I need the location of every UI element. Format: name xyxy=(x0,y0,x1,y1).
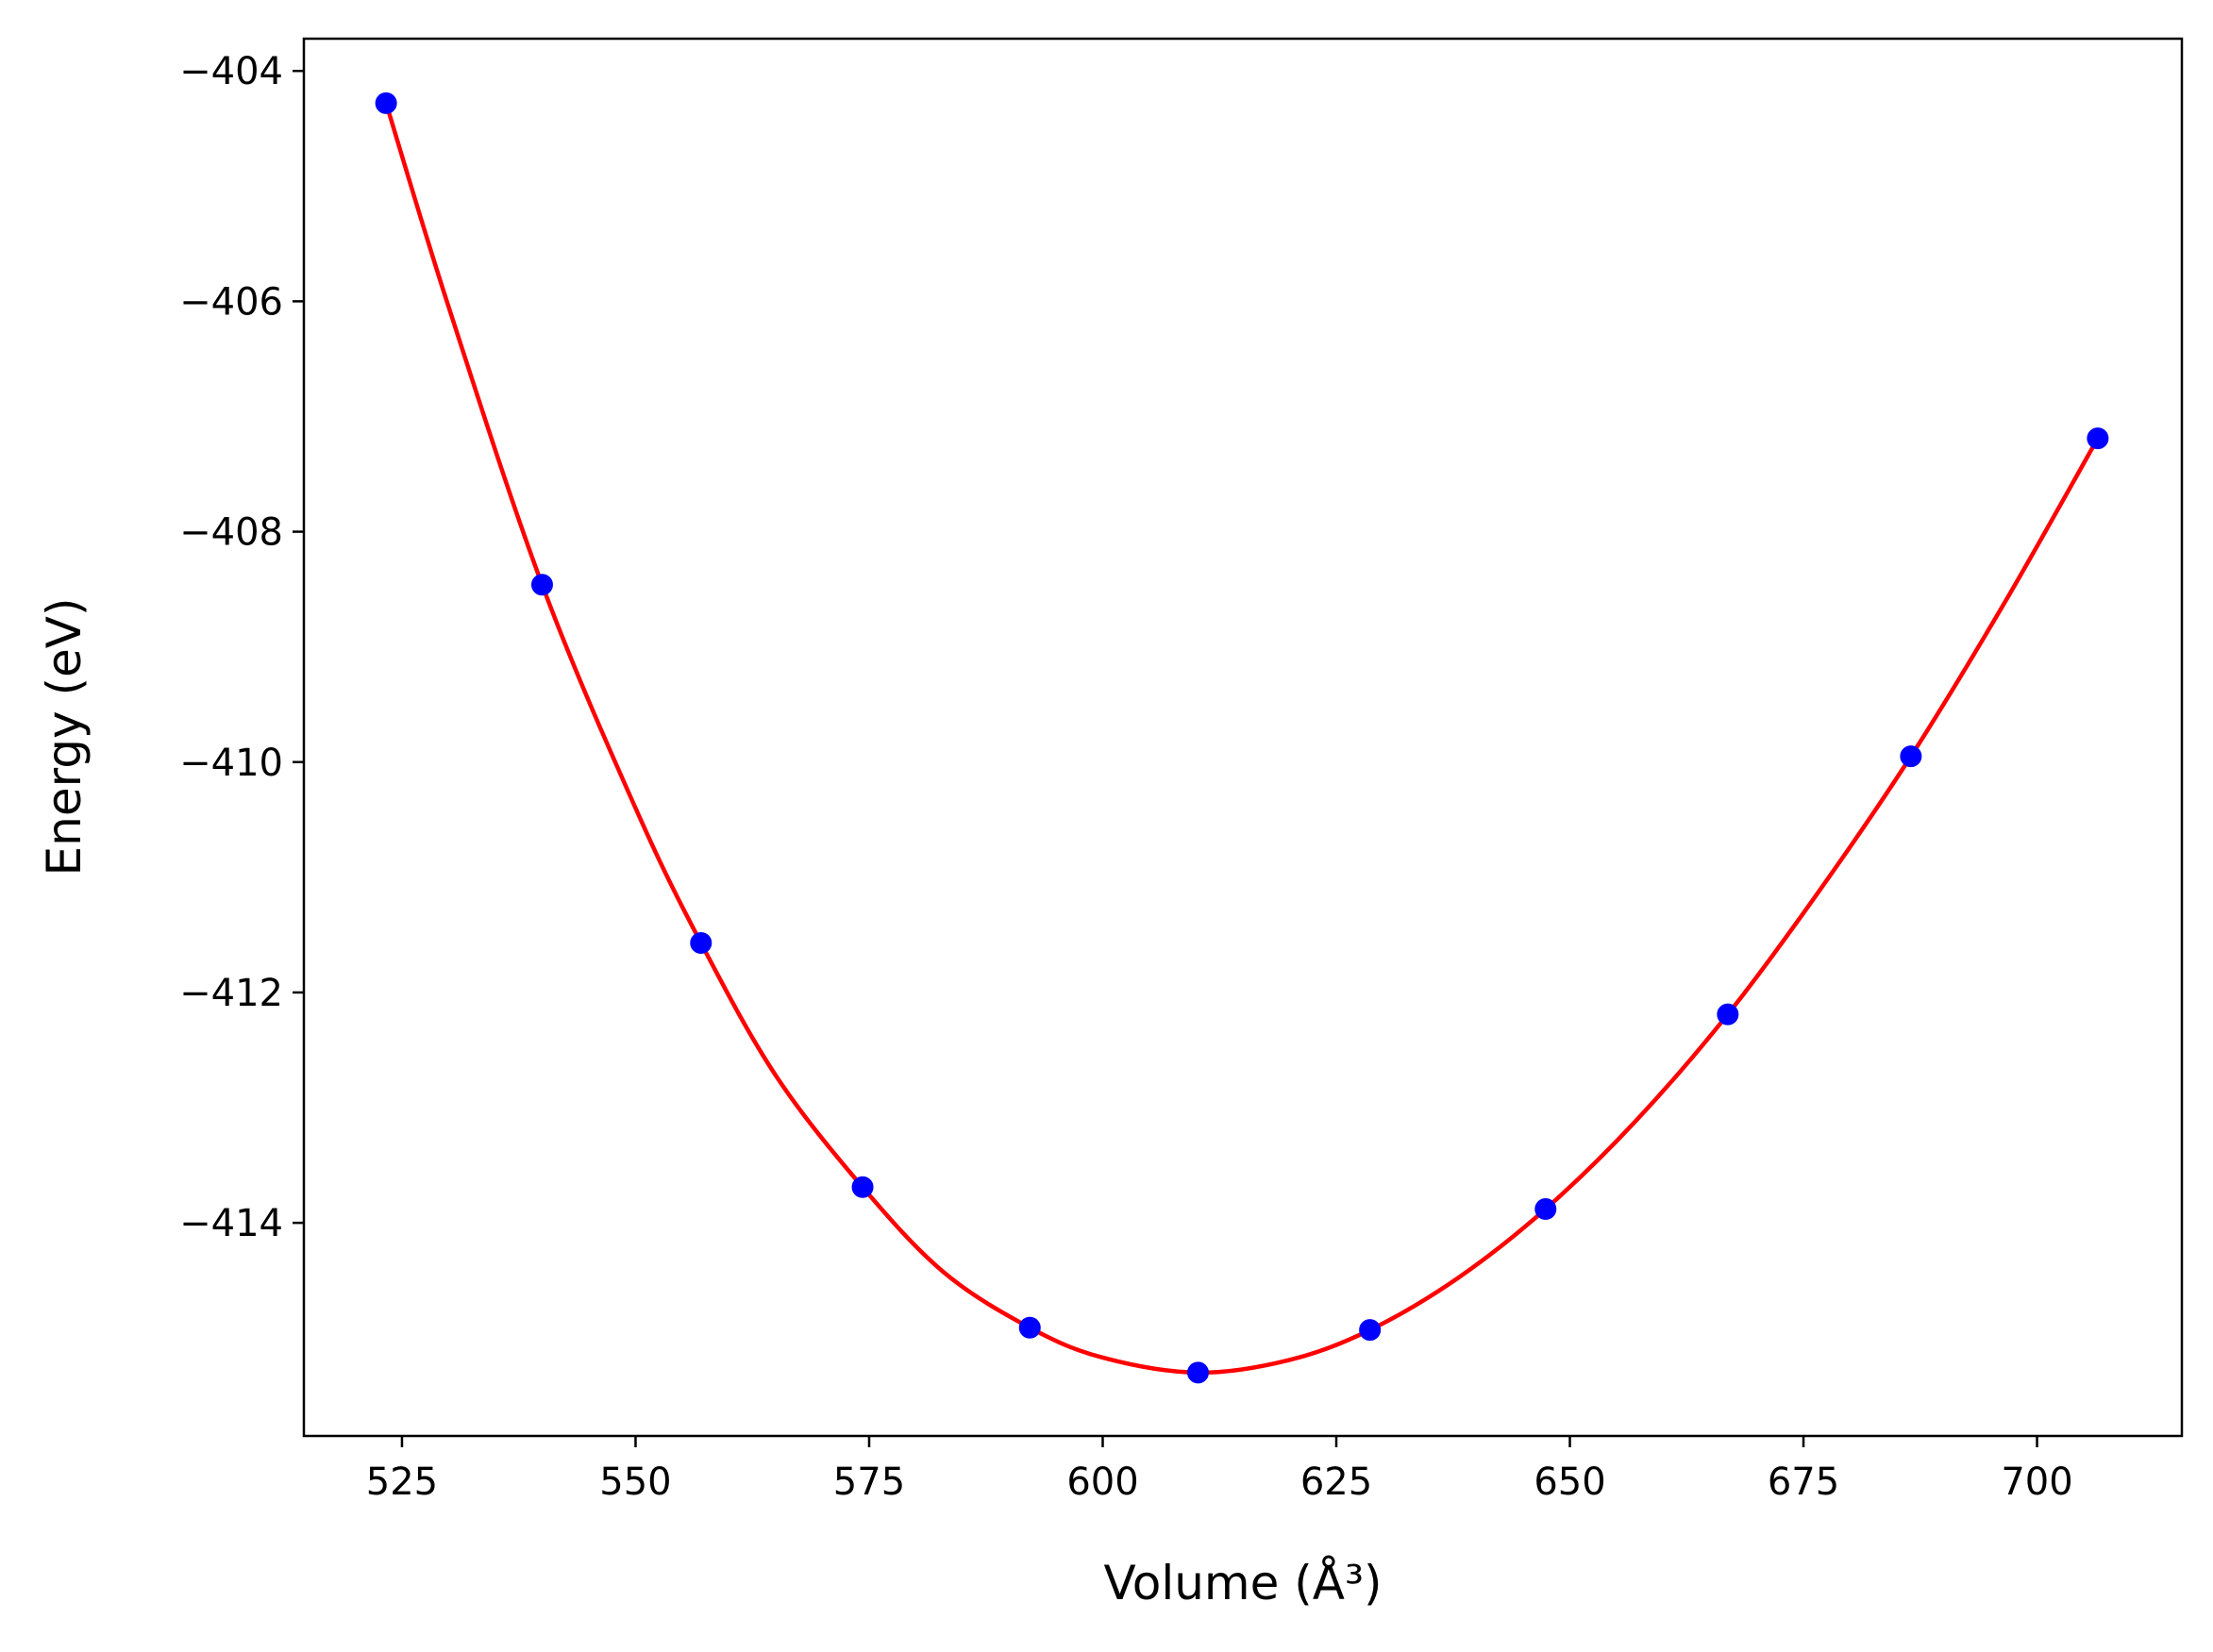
y-tick-label: −414 xyxy=(179,1202,283,1245)
fit-curve-layer xyxy=(383,101,2101,1376)
x-tick-label: 625 xyxy=(1300,1460,1372,1504)
x-tick-label: 700 xyxy=(2001,1460,2072,1504)
data-point xyxy=(1717,1003,1739,1026)
data-points-layer xyxy=(375,92,2109,1384)
data-point xyxy=(690,931,713,954)
data-point xyxy=(1359,1319,1382,1342)
plot-frame xyxy=(302,37,2184,1438)
data-point xyxy=(530,574,553,596)
x-tick-label: 550 xyxy=(599,1460,671,1504)
x-tick-label: 675 xyxy=(1768,1460,1839,1504)
x-tick-label: 650 xyxy=(1534,1460,1605,1504)
x-axis-label: Volume (Å³) xyxy=(1103,1556,1382,1610)
data-point xyxy=(1534,1197,1557,1220)
data-point xyxy=(1186,1361,1209,1384)
data-point xyxy=(375,92,397,114)
data-point xyxy=(1900,745,1922,768)
y-tick-label: −406 xyxy=(179,280,283,324)
x-tick-label: 575 xyxy=(833,1460,905,1504)
y-tick-label: −404 xyxy=(179,50,283,93)
y-tick-label: −410 xyxy=(179,742,283,785)
y-axis-label: Energy (eV) xyxy=(37,598,92,876)
ticks-layer: 525 550 575 600 625 650 675 700 −404 −406 −408 −410… xyxy=(179,50,2073,1504)
data-point xyxy=(851,1176,874,1198)
y-tick-label: −408 xyxy=(179,511,283,555)
y-tick-label: −412 xyxy=(179,972,283,1015)
data-point xyxy=(1018,1316,1041,1339)
x-tick-label: 525 xyxy=(366,1460,438,1504)
data-point xyxy=(2087,427,2109,450)
x-tick-label: 600 xyxy=(1066,1460,1138,1504)
fit-curve-line xyxy=(383,101,2101,1376)
